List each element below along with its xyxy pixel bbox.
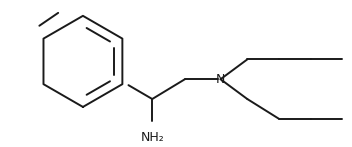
Text: N: N: [216, 73, 225, 86]
Text: NH₂: NH₂: [140, 131, 164, 144]
